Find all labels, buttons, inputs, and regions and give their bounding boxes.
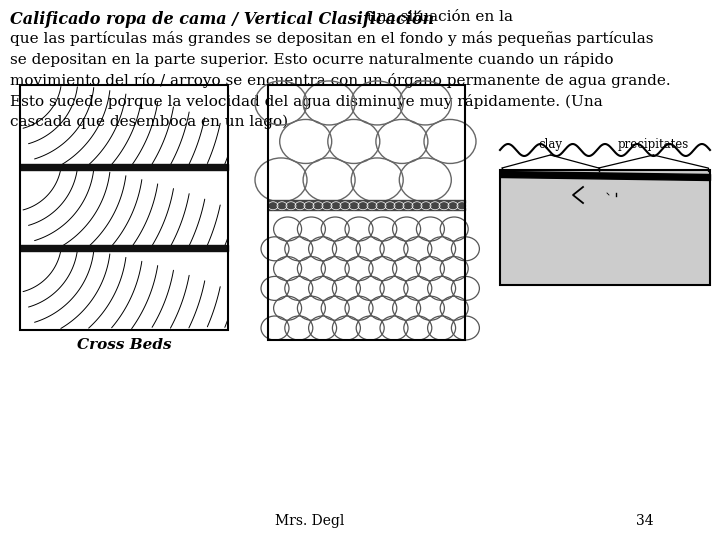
Text: se depositan en la parte superior. Esto ocurre naturalmente cuando un rápido: se depositan en la parte superior. Esto … <box>10 52 613 67</box>
Text: Calificado ropa de cama / Vertical Clasificación: Calificado ropa de cama / Vertical Clasi… <box>10 10 434 28</box>
Text: cascada que desemboca en un lago): cascada que desemboca en un lago) <box>10 115 288 130</box>
Text: movimiento del río / arroyo se encuentra con un órgano permanente de agua grande: movimiento del río / arroyo se encuentra… <box>10 73 670 88</box>
Text: Esto sucede porque la velocidad del agua disminuye muy rápidamente. (Una: Esto sucede porque la velocidad del agua… <box>10 94 603 109</box>
Text: precipitates: precipitates <box>618 138 689 151</box>
Text: que las partículas más grandes se depositan en el fondo y más pequeñas partícula: que las partículas más grandes se deposi… <box>10 31 654 46</box>
Text: Mrs. Degl: Mrs. Degl <box>275 514 345 528</box>
Text: 34: 34 <box>636 514 654 528</box>
Bar <box>500 170 710 285</box>
Text: clay: clay <box>539 138 562 151</box>
Text: - una situación en la: - una situación en la <box>352 10 513 24</box>
Text: Cross Beds: Cross Beds <box>77 338 171 352</box>
Bar <box>20 85 228 330</box>
Bar <box>268 85 465 340</box>
